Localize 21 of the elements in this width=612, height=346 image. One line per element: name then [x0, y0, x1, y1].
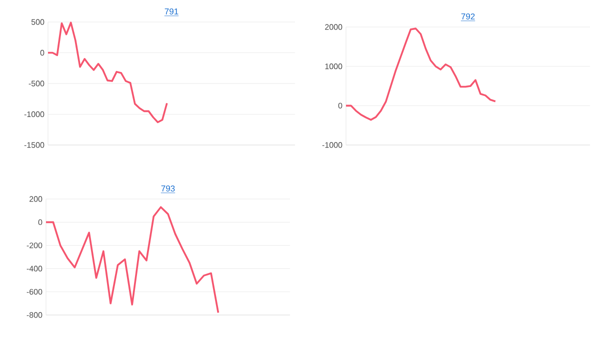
y-tick-label: 0	[338, 102, 342, 108]
y-tick-label: 500	[31, 19, 44, 25]
line-series	[47, 22, 168, 124]
y-tick-label: 1000	[325, 64, 342, 70]
y-tick-label: 2000	[325, 24, 342, 30]
y-tick-label: -1500	[24, 142, 44, 148]
y-tick-label: 0	[38, 219, 42, 226]
y-tick-label: -1000	[322, 142, 342, 148]
chart-title: 792	[461, 13, 475, 20]
y-tick-label: -600	[26, 288, 42, 295]
y-tick-label: 0	[40, 50, 44, 56]
chart-title: 791	[164, 8, 178, 14]
line-series	[345, 28, 496, 121]
chart-title: 793	[161, 185, 175, 192]
line-series	[45, 206, 220, 314]
y-tick-label: -200	[26, 242, 42, 248]
y-tick-label: -800	[26, 312, 42, 318]
y-tick-label: 200	[30, 196, 42, 202]
y-tick-label: -400	[26, 266, 42, 272]
y-tick-label: -1000	[24, 111, 44, 118]
y-tick-label: -500	[28, 80, 44, 86]
